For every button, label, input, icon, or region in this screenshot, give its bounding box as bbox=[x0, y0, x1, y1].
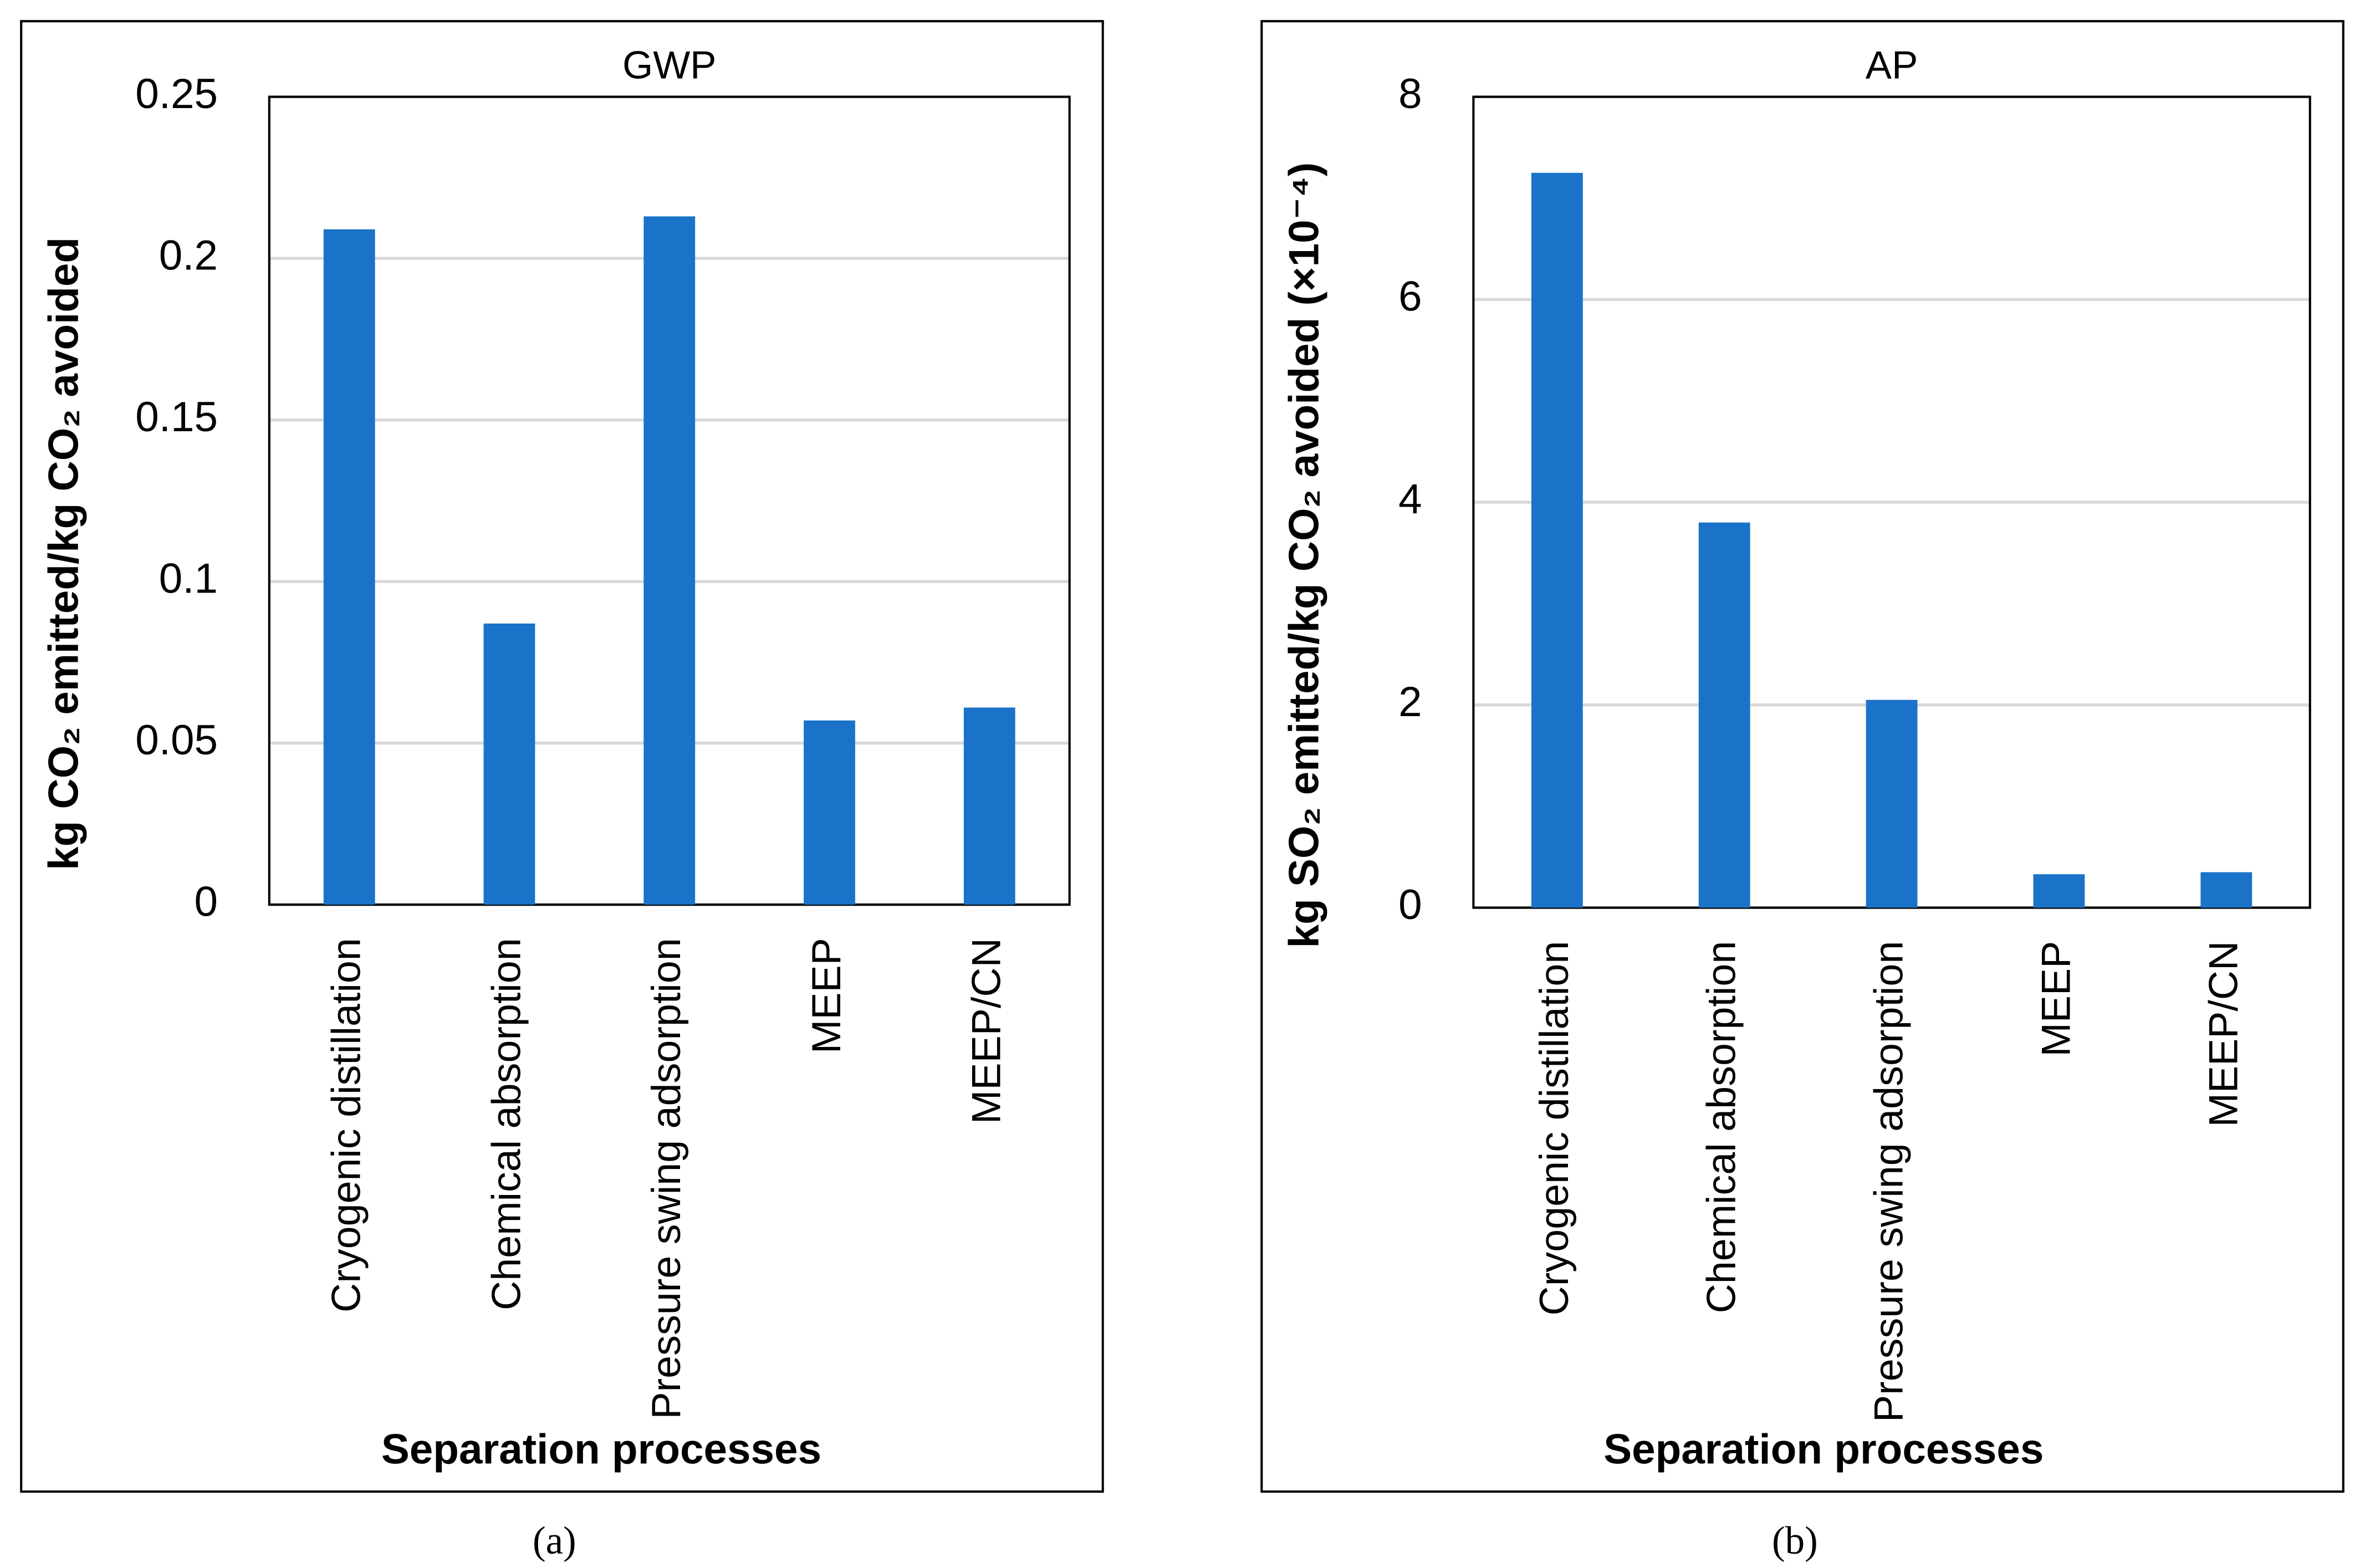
bar bbox=[963, 707, 1015, 905]
bar bbox=[1698, 522, 1750, 908]
chart-title: AP bbox=[1866, 44, 1918, 88]
x-tick-label: MEEP/CN bbox=[2200, 941, 2246, 1127]
x-tick-label: Pressure swing adsorption bbox=[1866, 941, 1912, 1422]
y-tick-label: 0.1 bbox=[159, 555, 218, 602]
bar bbox=[2200, 872, 2252, 908]
y-tick-label: 0 bbox=[1398, 881, 1422, 928]
y-tick-label: 0 bbox=[195, 878, 218, 925]
panel-border bbox=[1260, 20, 2344, 1493]
y-tick-label: 0.2 bbox=[159, 232, 218, 279]
x-axis-label: Separation processes bbox=[381, 1426, 821, 1473]
x-tick-label: MEEP/CN bbox=[963, 938, 1009, 1124]
x-tick-label: Pressure swing adsorption bbox=[643, 938, 689, 1419]
y-tick-label: 8 bbox=[1398, 70, 1422, 118]
caption: (a) bbox=[533, 1519, 576, 1562]
bar bbox=[2033, 874, 2085, 908]
y-tick-label: 2 bbox=[1398, 678, 1422, 726]
panel-border bbox=[20, 20, 1104, 1493]
bar bbox=[323, 229, 375, 905]
y-tick-label: 0.05 bbox=[135, 717, 218, 764]
x-tick-label: MEEP bbox=[803, 938, 849, 1054]
x-tick-label: Cryogenic distillation bbox=[1531, 941, 1577, 1316]
y-axis-label: kg CO₂ emitted/kg CO₂ avoided bbox=[40, 237, 87, 870]
bar bbox=[483, 623, 535, 905]
y-axis-label: kg SO₂ emitted/kg CO₂ avoided (×10⁻⁴) bbox=[1280, 162, 1327, 948]
x-tick-label: MEEP bbox=[2032, 941, 2078, 1057]
bar bbox=[1531, 172, 1583, 908]
x-tick-label: Chemical absorption bbox=[483, 938, 529, 1310]
bar bbox=[1866, 699, 1918, 908]
y-tick-label: 0.15 bbox=[135, 394, 218, 441]
chart-title: GWP bbox=[622, 44, 716, 88]
y-tick-label: 4 bbox=[1398, 476, 1422, 523]
bar bbox=[804, 720, 855, 905]
x-tick-label: Cryogenic distillation bbox=[323, 938, 369, 1312]
y-tick-label: 0.25 bbox=[135, 70, 218, 118]
x-tick-label: Chemical absorption bbox=[1698, 941, 1744, 1314]
caption: (b) bbox=[1772, 1519, 1818, 1562]
bar bbox=[643, 216, 696, 905]
y-tick-label: 6 bbox=[1398, 273, 1422, 320]
x-axis-label: Separation processes bbox=[1603, 1426, 2044, 1473]
